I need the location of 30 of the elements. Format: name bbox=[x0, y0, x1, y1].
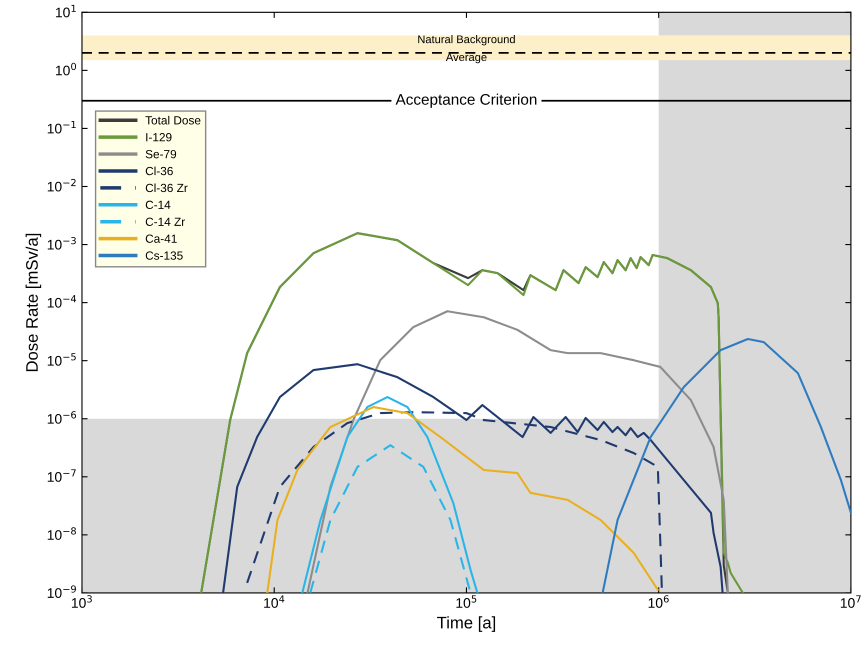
legend-label: C-14 bbox=[146, 200, 170, 210]
x-tick-label: 10$^{6}$ bbox=[648, 595, 669, 608]
y-tick-label: 10$^{−7}$ bbox=[48, 469, 76, 482]
y-axis-title: Dose Rate [mSv/a] bbox=[26, 234, 42, 372]
y-tick-label: 10$^{0}$ bbox=[56, 62, 76, 76]
legend-label: I-129 bbox=[146, 133, 172, 142]
band-label: Natural Background bbox=[418, 35, 515, 46]
y-tick-label: 10$^{−3}$ bbox=[48, 236, 76, 250]
x-tick-label: 10$^{5}$ bbox=[456, 595, 476, 608]
y-tick-label: 10$^{−6}$ bbox=[48, 411, 76, 424]
x-axis-title: Time [a] bbox=[437, 616, 496, 632]
legend-label: C-14 Zr bbox=[146, 218, 185, 226]
y-tick-label: 10$^{−1}$ bbox=[48, 120, 76, 134]
y-tick-label: 10$^{−4}$ bbox=[48, 295, 76, 308]
legend-label: Se-79 bbox=[146, 150, 176, 158]
y-tick-label: 10$^{1}$ bbox=[56, 4, 76, 18]
legend-label: Ca-41 bbox=[146, 234, 177, 243]
x-tick-label: 10$^{7}$ bbox=[840, 595, 861, 608]
legend-label: Total Dose bbox=[145, 116, 200, 125]
y-tick-label: 10$^{−9}$ bbox=[48, 585, 76, 598]
ref-line-label: Average bbox=[446, 53, 487, 64]
y-tick-label: 10$^{−5}$ bbox=[48, 353, 76, 366]
ref-line-label: Acceptance Criterion bbox=[396, 94, 536, 108]
legend-label: Cs-135 bbox=[146, 251, 183, 260]
y-tick-label: 10$^{−8}$ bbox=[48, 527, 76, 540]
x-tick-label: 10$^{4}$ bbox=[264, 595, 284, 608]
legend-label: Cl-36 Zr bbox=[146, 183, 188, 192]
legend-label: Cl-36 bbox=[146, 166, 173, 176]
x-tick-label: 10$^{3}$ bbox=[72, 595, 92, 608]
y-tick-label: 10$^{−2}$ bbox=[48, 178, 76, 192]
